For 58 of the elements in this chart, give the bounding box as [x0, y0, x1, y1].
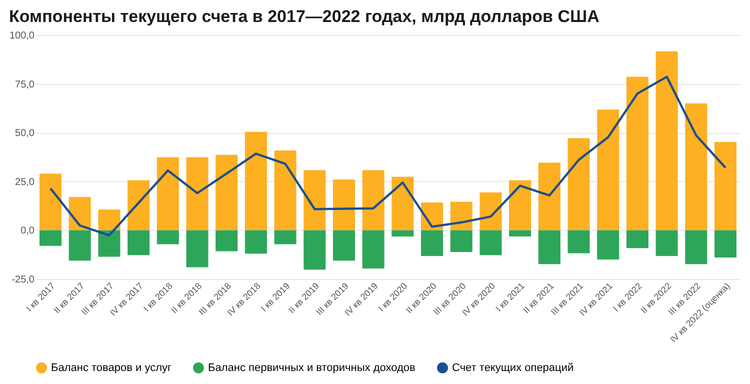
- bar: [685, 103, 708, 230]
- bar: [714, 230, 736, 258]
- bar: [538, 162, 560, 230]
- bar: [40, 230, 62, 246]
- bar: [216, 154, 238, 230]
- bar: [332, 179, 355, 230]
- bar: [362, 230, 384, 268]
- chart-title: Компоненты текущего счета в 2017—2022 годах, млрд долларов США: [8, 7, 600, 26]
- bar: [392, 230, 414, 236]
- line-series: [49, 76, 727, 236]
- y-tick-label: -25,0: [12, 274, 35, 286]
- bar: [480, 192, 502, 230]
- bar: [450, 230, 472, 252]
- bar: [40, 174, 62, 230]
- bar: [597, 230, 620, 260]
- bar: [128, 180, 150, 230]
- bar: [186, 157, 208, 230]
- bar: [274, 230, 296, 244]
- bar: [392, 176, 414, 230]
- bar: [509, 230, 532, 236]
- legend-label: Баланс первичных и вторичных доходов: [208, 362, 416, 374]
- y-tick-label: 75,0: [15, 79, 35, 90]
- bar: [421, 230, 444, 256]
- bar: [362, 170, 384, 230]
- bar: [685, 230, 708, 264]
- y-tick-label: 100,0: [9, 30, 35, 42]
- bar: [568, 230, 590, 254]
- bar: [626, 76, 648, 230]
- bar: [450, 202, 472, 230]
- bar: [98, 230, 120, 257]
- bar: [304, 170, 326, 230]
- bar: [68, 197, 91, 230]
- bar: [597, 110, 620, 230]
- bar: [538, 230, 560, 264]
- bar: [714, 142, 736, 230]
- y-tick-label: 50,0: [15, 128, 35, 140]
- bar: [186, 230, 208, 268]
- bar: [244, 132, 267, 230]
- bar: [216, 230, 238, 252]
- y-tick-label: 25,0: [15, 176, 35, 188]
- bar: [68, 230, 91, 261]
- bar: [128, 230, 150, 256]
- bar: [656, 51, 678, 230]
- bar: [156, 157, 179, 230]
- bar: [304, 230, 326, 270]
- bar: [332, 230, 355, 261]
- bar: [480, 230, 502, 256]
- legend-label: Баланс товаров и услуг: [51, 362, 172, 374]
- bar: [156, 230, 179, 244]
- bar: [98, 210, 120, 230]
- bar: [244, 230, 267, 254]
- y-tick-label: 0,0: [20, 226, 35, 237]
- bar: [568, 138, 590, 230]
- bar: [509, 180, 532, 230]
- legend-label: Счет текущих операций: [452, 362, 574, 374]
- bar: [626, 230, 648, 248]
- bar: [274, 150, 296, 230]
- bar: [656, 230, 678, 256]
